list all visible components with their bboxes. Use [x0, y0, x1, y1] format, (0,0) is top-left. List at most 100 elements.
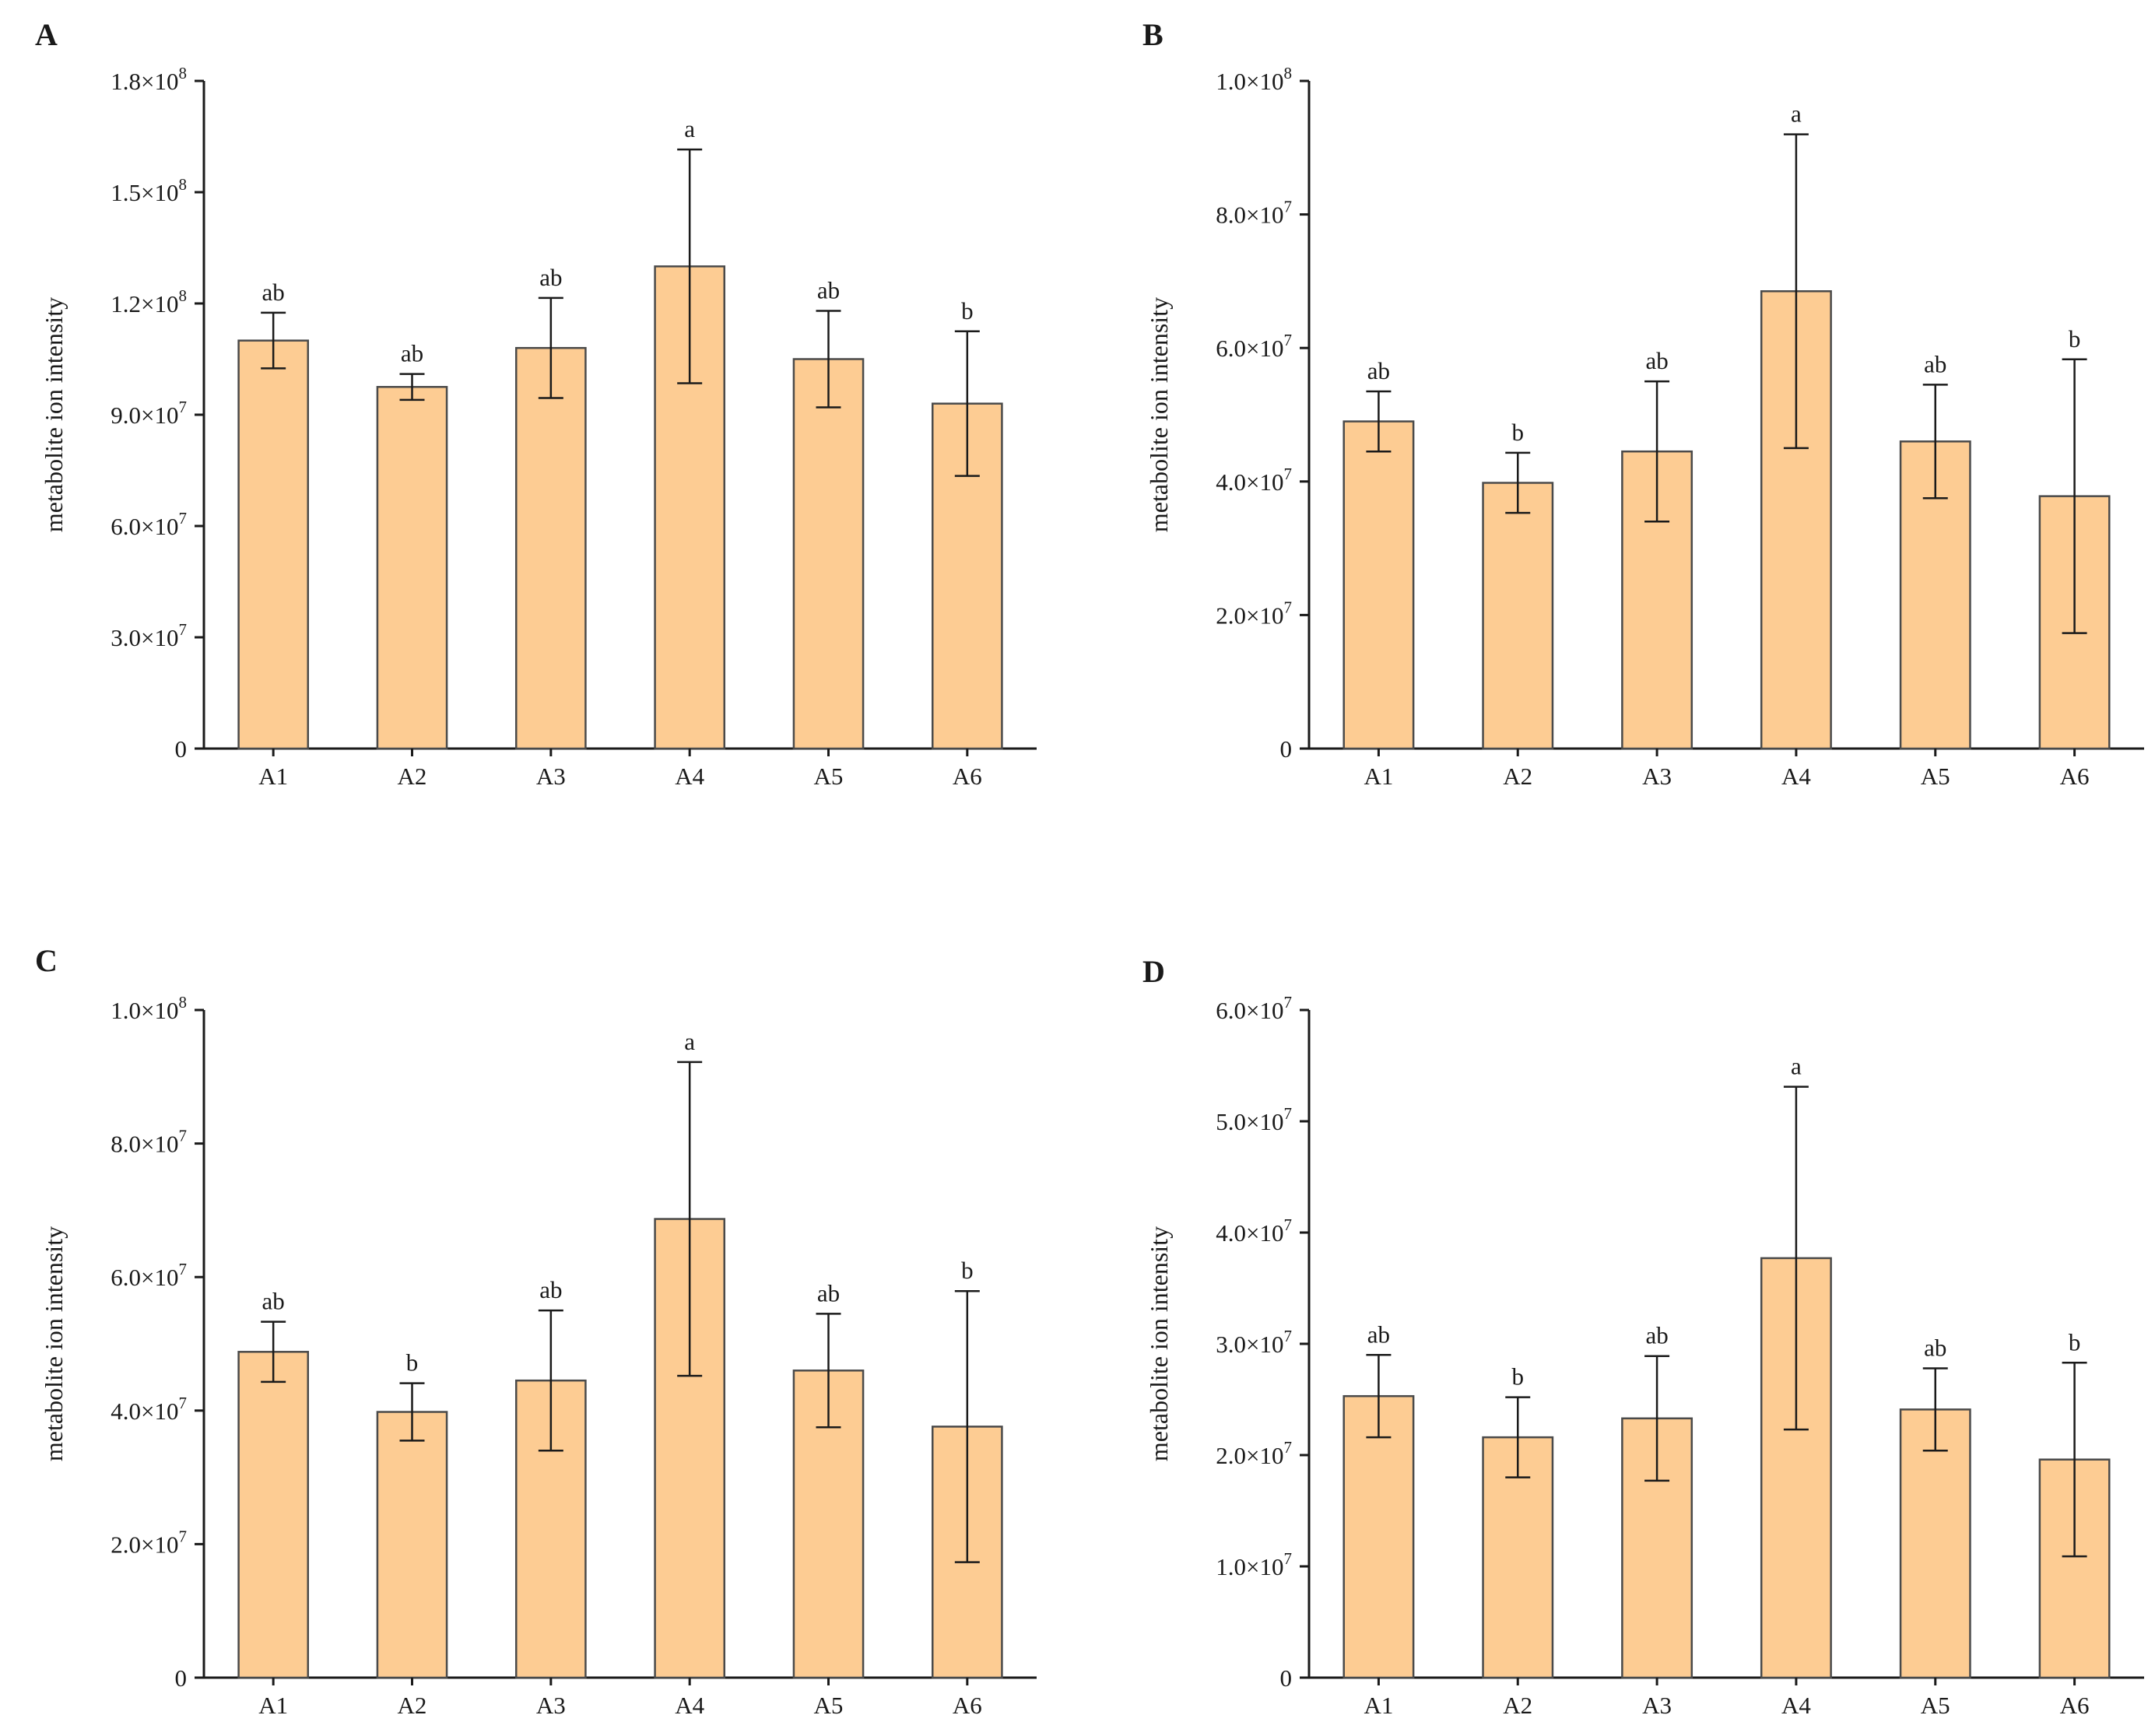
panel-letter-c: C: [35, 943, 58, 978]
y-tick-label-b: 1.0×108: [1216, 64, 1292, 95]
y-tick-label-d: 0: [1280, 1664, 1293, 1692]
x-tick-label-c-a3: A3: [536, 1692, 566, 1719]
y-tick-label-c: 6.0×107: [111, 1260, 187, 1291]
error-bar-d-a6: [2062, 1362, 2087, 1558]
significance-label-b-a2: b: [1512, 419, 1525, 446]
error-bar-b-a6: [2062, 358, 2087, 634]
y-tick-label-a: 9.0×107: [111, 398, 187, 429]
panel-letter-b: B: [1142, 17, 1163, 52]
error-bar-d-a4: [1783, 1085, 1809, 1431]
y-axis-title-b: metabolite ion intensity: [1145, 297, 1173, 532]
y-tick-label-c: 1.0×108: [111, 993, 187, 1024]
x-tick-label-a-a5: A5: [814, 763, 844, 790]
significance-label-a-a2: ab: [401, 340, 423, 367]
chart-panel-d: D 0 1.0×107 2.0×107 3.0×107 4.0×107 5.0×107 6.…: [1142, 954, 2144, 1719]
bar-b-a2: [1482, 482, 1554, 750]
x-tick-label-a-a6: A6: [953, 763, 982, 790]
x-tick-label-b-a3: A3: [1642, 763, 1672, 790]
error-bar-a-a6: [954, 330, 980, 477]
bar-a-a3: [515, 346, 587, 750]
significance-label-c-a2: b: [406, 1349, 419, 1377]
error-bar-c-a2: [399, 1382, 425, 1442]
y-tick-label-b: 8.0×107: [1216, 198, 1292, 229]
error-bar-d-a1: [1366, 1354, 1392, 1439]
error-bar-a-a2: [399, 373, 425, 402]
x-tick-label-d-a5: A5: [1921, 1692, 1950, 1719]
y-tick-label-a: 0: [175, 735, 188, 763]
error-bar-c-a6: [954, 1289, 980, 1563]
bar-a-a5: [792, 358, 865, 750]
error-bar-a-a5: [816, 310, 841, 409]
bar-a-a4: [654, 265, 725, 750]
y-tick-label-b: 2.0×107: [1216, 598, 1292, 629]
y-tick-label-a: 1.5×108: [111, 175, 187, 206]
plot-b: 0 2.0×107 4.0×107 6.0×107 8.0×107 1.0×108 meta…: [1145, 64, 2144, 790]
error-bar-b-a1: [1366, 390, 1392, 453]
x-tick-label-c-a2: A2: [398, 1692, 427, 1719]
x-tick-label-b-a6: A6: [2060, 763, 2090, 790]
error-bar-b-a2: [1505, 451, 1531, 514]
bar-c-a2: [376, 1411, 448, 1679]
significance-label-b-a5: ab: [1924, 350, 1946, 377]
significance-label-c-a3: ab: [539, 1276, 562, 1303]
x-tick-label-a-a2: A2: [398, 763, 427, 790]
significance-label-d-a6: b: [2069, 1328, 2081, 1355]
significance-label-c-a4: a: [684, 1028, 695, 1055]
bar-c-a1: [237, 1351, 310, 1679]
y-axis-title-a: metabolite ion intensity: [40, 297, 68, 532]
x-tick-label-b-a4: A4: [1781, 763, 1811, 790]
error-bar-b-a5: [1922, 384, 1948, 500]
y-axis-title-d: metabolite ion intensity: [1145, 1226, 1173, 1461]
x-tick-label-b-a1: A1: [1364, 763, 1393, 790]
y-tick-label-a: 1.2×108: [111, 286, 187, 317]
x-tick-label-d-a6: A6: [2060, 1692, 2090, 1719]
bar-a-a1: [237, 339, 310, 750]
chart-panel-b: B 0 2.0×107 4.0×107 6.0×107 8.0×107 1.0×108 me…: [1142, 17, 2144, 790]
y-tick-label-d: 2.0×107: [1216, 1438, 1292, 1469]
error-bar-a-a4: [677, 148, 703, 384]
x-tick-label-b-a5: A5: [1921, 763, 1950, 790]
error-bar-b-a3: [1644, 380, 1670, 523]
x-tick-label-c-a4: A4: [675, 1692, 704, 1719]
significance-label-d-a4: a: [1791, 1053, 1802, 1080]
error-bar-c-a5: [816, 1313, 841, 1429]
significance-label-a-a4: a: [684, 115, 695, 142]
y-tick-label-c: 2.0×107: [111, 1527, 187, 1558]
x-tick-label-a-a1: A1: [258, 763, 288, 790]
significance-label-c-a5: ab: [817, 1279, 840, 1306]
x-tick-label-c-a5: A5: [814, 1692, 844, 1719]
y-tick-label-c: 8.0×107: [111, 1127, 187, 1158]
error-bar-b-a4: [1783, 133, 1809, 450]
error-bar-c-a4: [677, 1061, 703, 1377]
significance-label-c-a6: b: [961, 1257, 974, 1284]
chart-panel-c: C 0 2.0×107 4.0×107 6.0×107 8.0×107 1.0×108 me…: [35, 943, 1037, 1719]
significance-label-b-a4: a: [1791, 100, 1802, 128]
y-tick-label-b: 4.0×107: [1216, 465, 1292, 496]
significance-label-d-a5: ab: [1924, 1334, 1946, 1361]
y-tick-label-c: 4.0×107: [111, 1394, 187, 1425]
significance-label-c-a1: ab: [262, 1288, 285, 1315]
y-tick-label-a: 1.8×108: [111, 64, 187, 95]
y-tick-label-c: 0: [175, 1664, 188, 1692]
significance-label-b-a1: ab: [1367, 357, 1390, 384]
y-tick-label-d: 4.0×107: [1216, 1215, 1292, 1247]
x-tick-label-c-a6: A6: [953, 1692, 982, 1719]
significance-label-b-a6: b: [2069, 325, 2081, 352]
plot-a: 0 3.0×107 6.0×107 9.0×107 1.2×108 1.5×108 1.8×…: [40, 64, 1037, 790]
error-bar-d-a5: [1922, 1367, 1948, 1452]
y-tick-label-b: 6.0×107: [1216, 331, 1292, 362]
y-tick-label-a: 3.0×107: [111, 620, 187, 651]
error-bar-c-a1: [261, 1320, 286, 1384]
panel-letter-d: D: [1142, 954, 1165, 989]
x-tick-label-b-a2: A2: [1503, 763, 1532, 790]
x-tick-label-a-a4: A4: [675, 763, 704, 790]
y-tick-label-d: 6.0×107: [1216, 993, 1292, 1024]
y-tick-label-d: 3.0×107: [1216, 1327, 1292, 1358]
significance-label-a-a6: b: [961, 297, 974, 324]
bar-d-a1: [1342, 1394, 1415, 1679]
significance-label-d-a2: b: [1512, 1363, 1525, 1391]
panel-letter-a: A: [35, 17, 58, 52]
y-axis-title-c: metabolite ion intensity: [40, 1226, 68, 1461]
plot-c: 0 2.0×107 4.0×107 6.0×107 8.0×107 1.0×108 meta…: [40, 993, 1037, 1719]
